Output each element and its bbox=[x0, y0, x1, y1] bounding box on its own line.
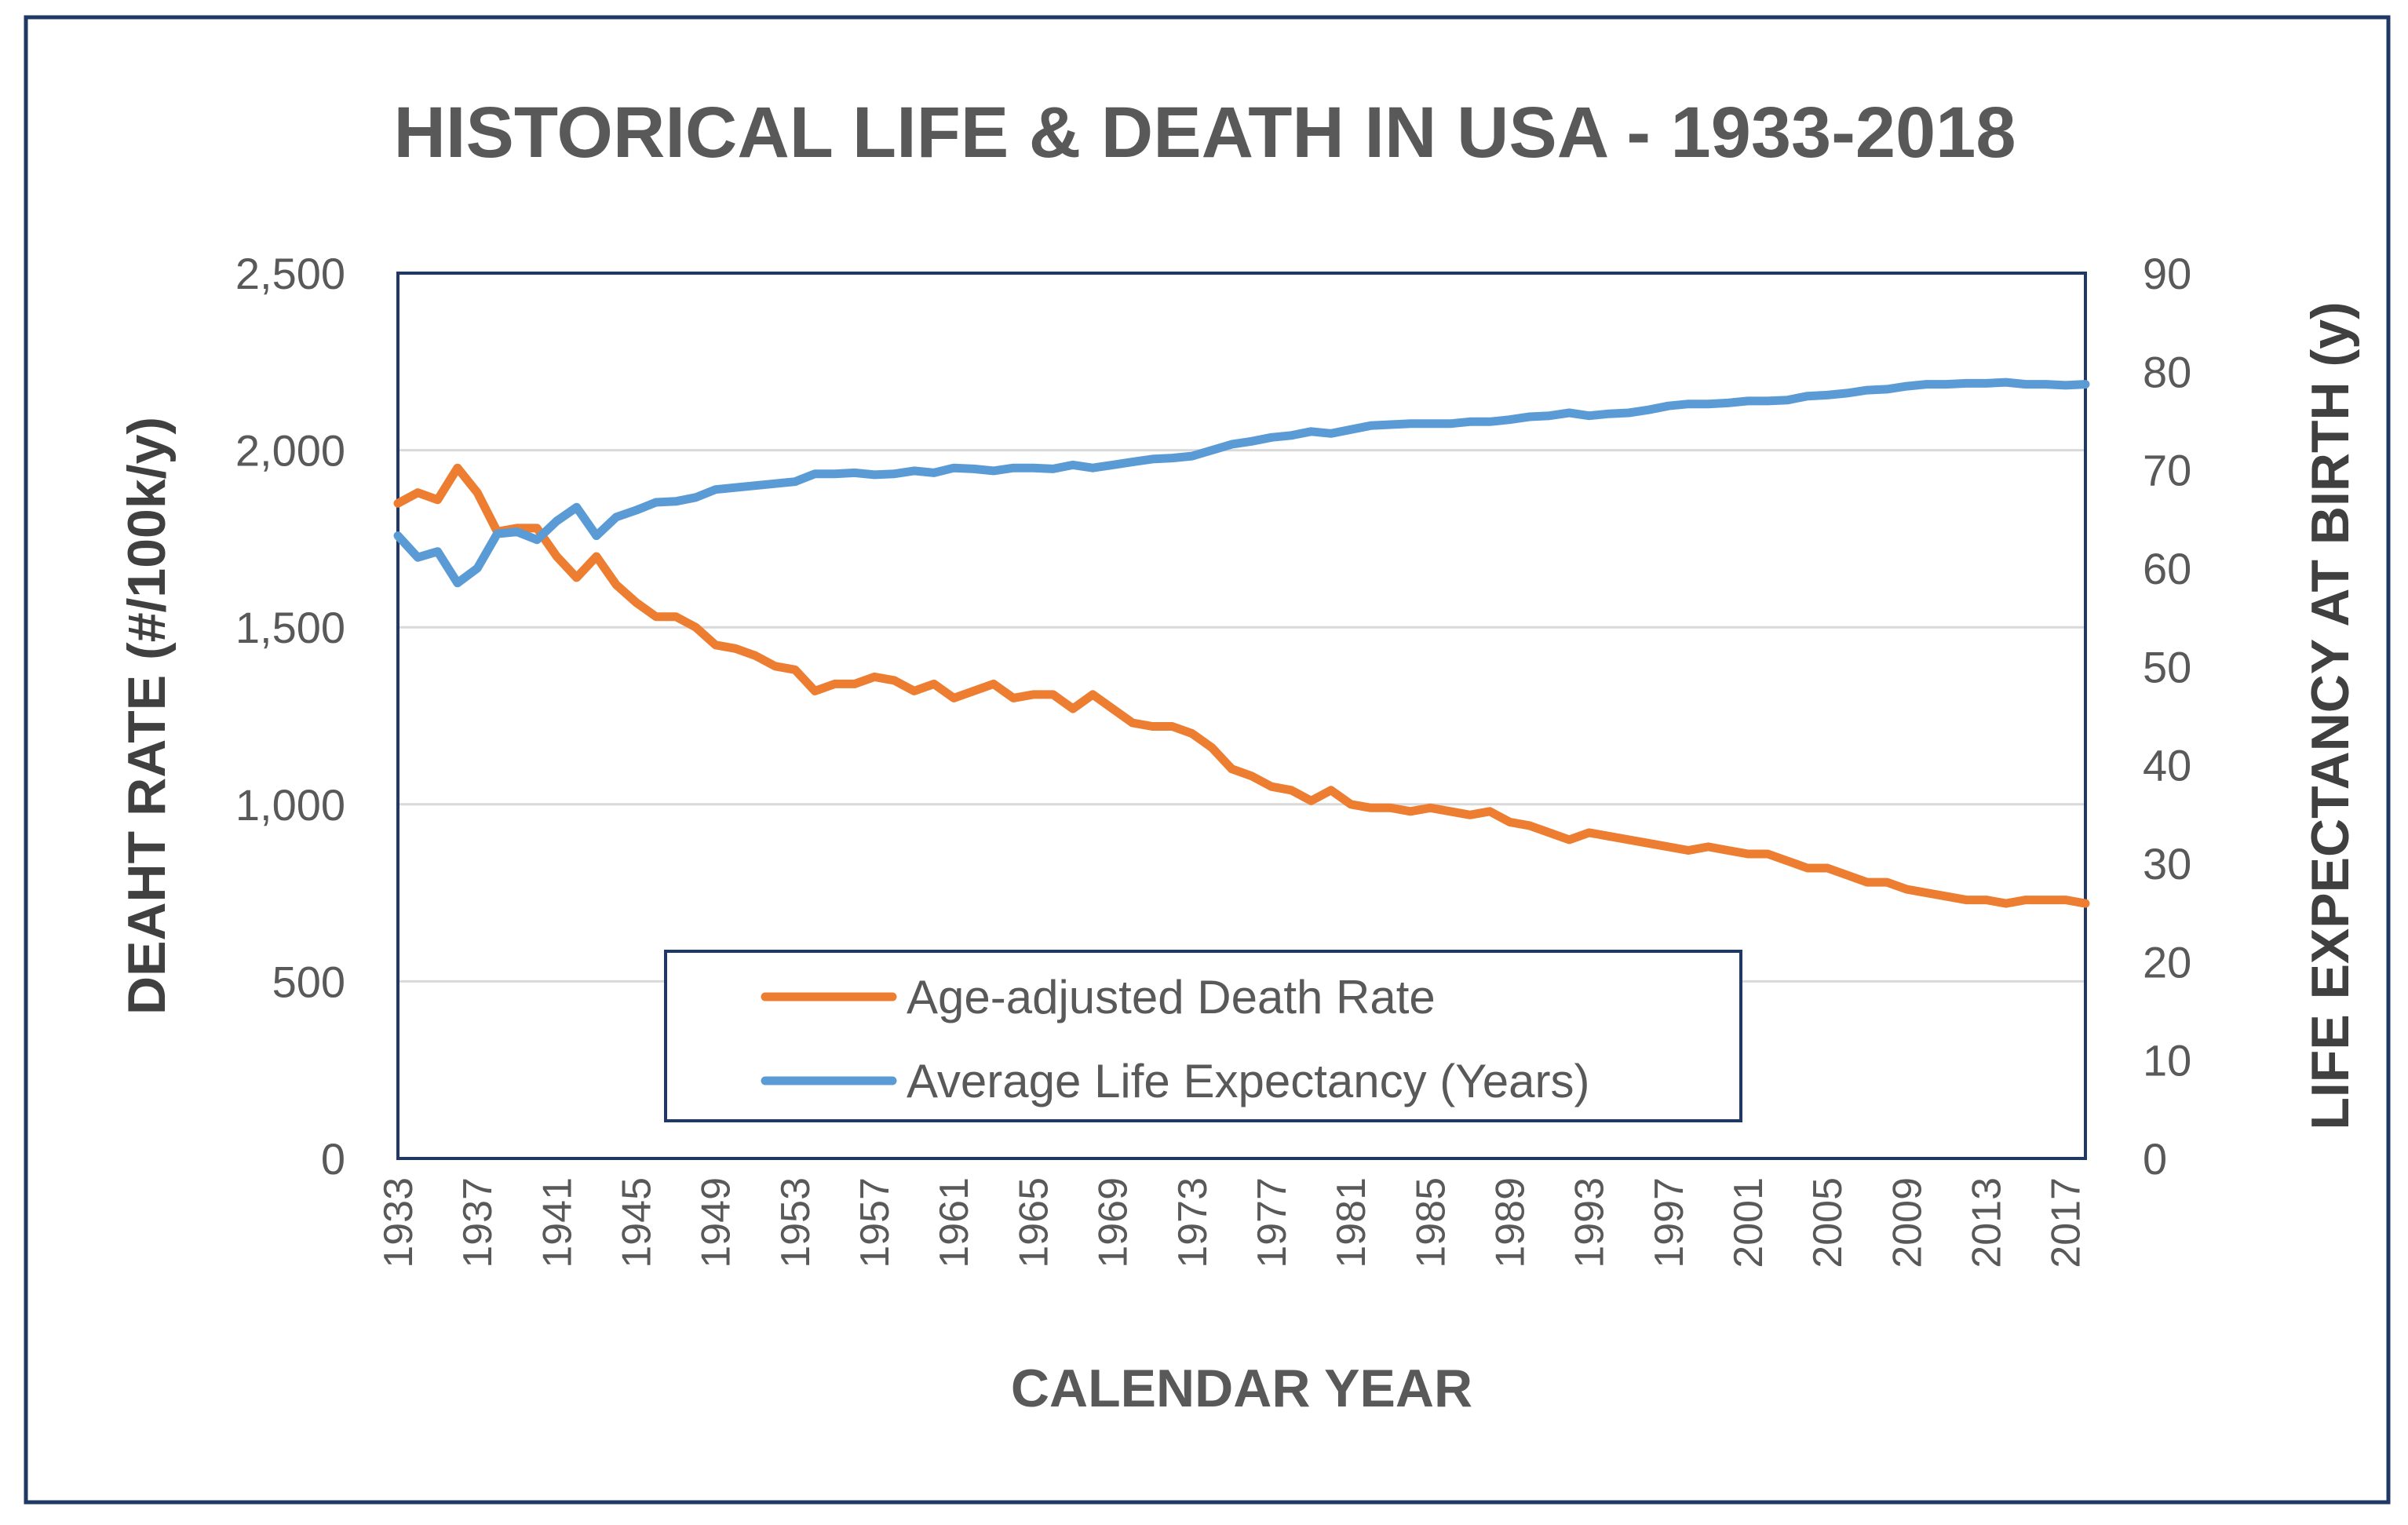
x-tick-label: 1993 bbox=[1567, 1177, 1613, 1268]
x-tick-label: 1989 bbox=[1487, 1177, 1533, 1268]
x-tick-label: 1953 bbox=[773, 1177, 819, 1268]
y2-tick-label: 60 bbox=[2143, 544, 2191, 593]
series-line-death-rate bbox=[393, 463, 2090, 908]
x-tick-label: 1941 bbox=[535, 1177, 580, 1268]
series-line-life-expectancy bbox=[393, 378, 2090, 588]
x-axis-ticks: 1933 1937 1941 1945 1949 1953 1957 1961 1965 1969… bbox=[376, 1177, 2089, 1268]
chart-title: HISTORICAL LIFE & DEATH IN USA - 1933-20… bbox=[393, 93, 2016, 173]
y-tick-label: 1,500 bbox=[235, 603, 345, 652]
x-tick-label: 1961 bbox=[932, 1177, 977, 1268]
y2-tick-label: 10 bbox=[2143, 1036, 2191, 1085]
y-tick-label: 500 bbox=[272, 957, 345, 1006]
x-tick-label: 2005 bbox=[1805, 1177, 1851, 1268]
chart-frame bbox=[24, 15, 2391, 1505]
left-axis-ticks: 0 500 1,000 1,500 2,000 2,500 bbox=[235, 249, 345, 1184]
x-tick-label: 1969 bbox=[1091, 1177, 1137, 1268]
y-tick-label: 0 bbox=[321, 1134, 345, 1184]
plot-area bbox=[396, 272, 2087, 1160]
y-tick-label: 2,000 bbox=[235, 426, 345, 476]
y-tick-label: 2,500 bbox=[235, 249, 345, 298]
x-tick-label: 1937 bbox=[455, 1177, 501, 1268]
y2-tick-label: 70 bbox=[2143, 446, 2191, 495]
y2-tick-label: 0 bbox=[2143, 1134, 2167, 1184]
y2-tick-label: 50 bbox=[2143, 642, 2191, 691]
y-tick-label: 1,000 bbox=[235, 780, 345, 830]
x-tick-label: 2017 bbox=[2044, 1177, 2089, 1268]
x-tick-label: 2013 bbox=[1965, 1177, 2010, 1268]
legend: Age-adjusted Death Rate Average Life Exp… bbox=[664, 950, 1742, 1122]
y2-axis-title: LIFE EXPECTANCY AT BIRTH (y) bbox=[2300, 301, 2360, 1129]
x-tick-label: 1965 bbox=[1011, 1177, 1056, 1268]
x-tick-label: 1985 bbox=[1408, 1177, 1454, 1268]
x-tick-label: 2001 bbox=[1726, 1177, 1771, 1268]
x-tick-label: 1977 bbox=[1250, 1177, 1295, 1268]
right-axis-ticks: 0 10 20 30 40 50 60 70 80 90 bbox=[2143, 249, 2191, 1184]
y-axis-title: DEAHT RATE (#/100k/y) bbox=[117, 417, 177, 1015]
y2-tick-label: 20 bbox=[2143, 937, 2191, 987]
x-tick-label: 1981 bbox=[1329, 1177, 1374, 1268]
y2-tick-label: 80 bbox=[2143, 347, 2191, 396]
legend-box bbox=[664, 950, 1742, 1122]
y2-tick-label: 40 bbox=[2143, 741, 2191, 790]
series-layer bbox=[393, 378, 2090, 908]
x-tick-label: 1949 bbox=[694, 1177, 739, 1268]
x-tick-label: 1973 bbox=[1170, 1177, 1216, 1268]
x-axis-title: CALENDAR YEAR bbox=[1011, 1359, 1472, 1418]
x-tick-label: 1997 bbox=[1647, 1177, 1692, 1268]
y2-tick-label: 30 bbox=[2143, 839, 2191, 888]
legend-label-life-expectancy: Average Life Expectancy (Years) bbox=[907, 1055, 1590, 1107]
x-tick-label: 2009 bbox=[1884, 1177, 1930, 1268]
x-tick-label: 1933 bbox=[376, 1177, 421, 1268]
legend-label-death-rate: Age-adjusted Death Rate bbox=[907, 971, 1436, 1023]
y2-tick-label: 90 bbox=[2143, 249, 2191, 298]
x-tick-label: 1957 bbox=[852, 1177, 898, 1268]
x-tick-label: 1945 bbox=[615, 1177, 660, 1268]
